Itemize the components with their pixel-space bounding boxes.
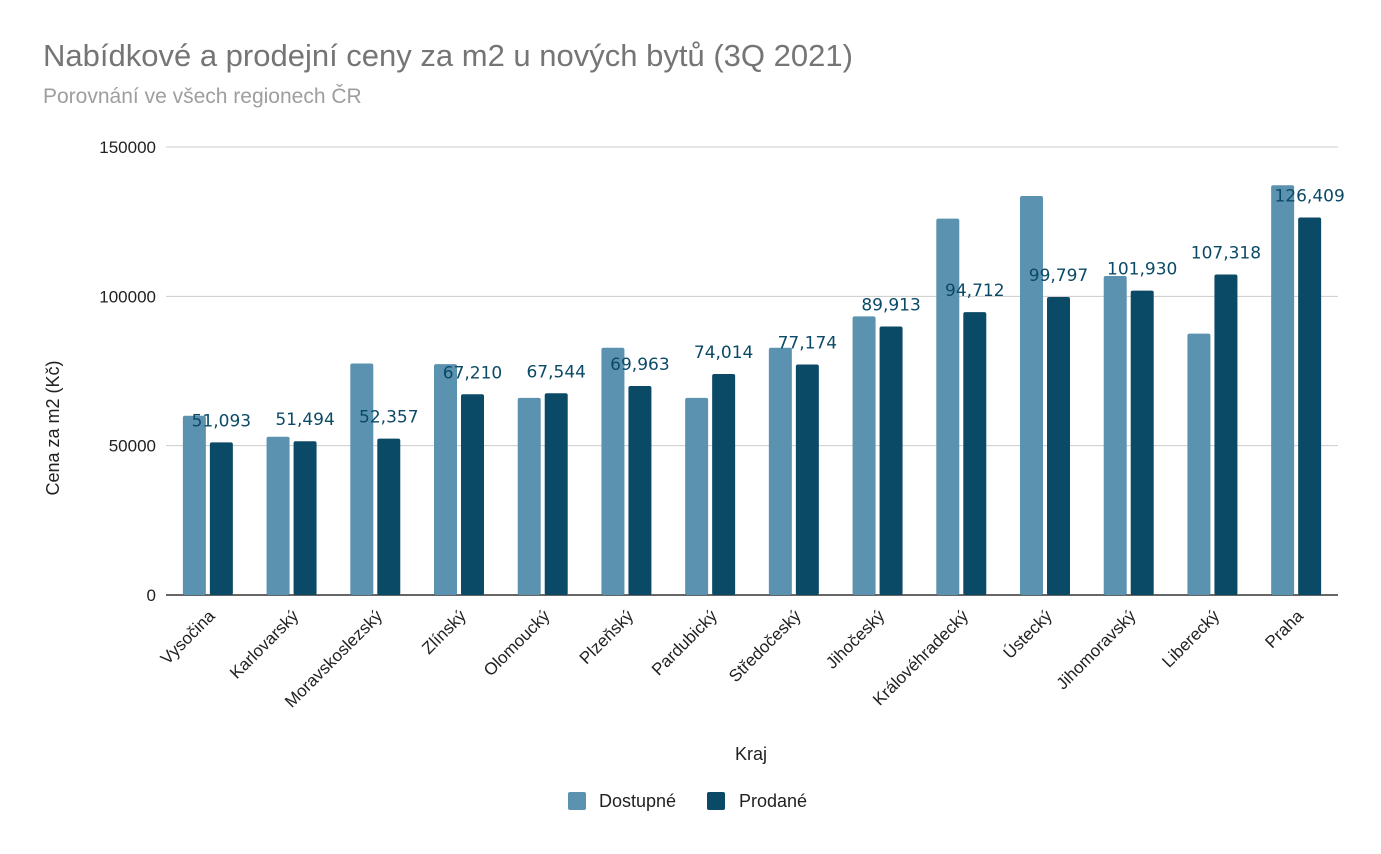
data-label: 74,014: [694, 343, 753, 363]
bar-dostupne: [266, 436, 290, 595]
data-label: 67,210: [443, 363, 502, 383]
legend-label-prodane: Prodané: [739, 791, 807, 811]
bar-dostupne: [1187, 333, 1211, 595]
x-tick-label: Zlínský: [418, 606, 470, 658]
bar-prodane: [209, 442, 233, 595]
bar-dostupne: [350, 363, 374, 595]
data-label: 94,712: [945, 281, 1004, 301]
x-tick-label: Ústecký: [1000, 606, 1057, 663]
data-label: 51,093: [192, 411, 251, 431]
chart-title: Nabídkové a prodejní ceny za m2 u nových…: [43, 38, 853, 73]
data-label: 51,494: [275, 410, 334, 430]
legend-label-dostupne: Dostupné: [599, 791, 676, 811]
x-tick-label: Jihočeský: [822, 606, 889, 673]
bar-prodane: [377, 438, 401, 595]
bar-dostupne: [936, 218, 960, 595]
x-tick-label: Vysočina: [157, 606, 219, 668]
y-tick-label: 100000: [99, 287, 156, 306]
bar-prodane: [293, 441, 317, 595]
x-tick-label: Olomoucký: [480, 606, 554, 680]
y-axis-title: Cena za m2 (Kč): [43, 360, 63, 495]
bar-dostupne: [601, 347, 625, 595]
x-tick-label: Liberecký: [1158, 606, 1223, 671]
bar-dostupne: [852, 316, 876, 595]
data-label: 67,544: [526, 362, 585, 382]
data-label: 69,963: [610, 355, 669, 375]
data-label: 99,797: [1029, 266, 1088, 286]
bar-prodane: [461, 394, 484, 595]
data-label: 89,913: [861, 295, 920, 315]
bar-prodane: [544, 393, 568, 595]
bar-dostupne: [1103, 276, 1127, 595]
data-labels: 51,093 51,494 52,357 67,210 67,544 69,963 74,0…: [192, 186, 1345, 431]
x-tick-label: Pardubický: [648, 606, 721, 679]
bar-dostupne: [434, 364, 457, 595]
bar-dostupne: [768, 347, 792, 595]
data-label: 77,174: [778, 334, 837, 354]
bar-prodane: [963, 312, 987, 595]
data-label: 126,409: [1274, 186, 1344, 206]
bar-prodane: [795, 364, 819, 595]
x-axis-title: Kraj: [735, 744, 767, 764]
x-tick-label: Jihomoravský: [1053, 606, 1140, 693]
legend: Dostupné Prodané: [568, 791, 807, 811]
bar-prodane: [879, 326, 903, 595]
data-label: 52,357: [359, 408, 418, 428]
y-axis-ticks: 0 50000 100000 150000: [99, 138, 156, 605]
bar-dostupne: [685, 397, 709, 595]
legend-swatch-dostupne: [568, 792, 586, 810]
bar-dostupne: [1020, 195, 1043, 596]
bar-dostupne: [182, 415, 206, 595]
grid-lines: [166, 146, 1338, 596]
bar-prodane: [628, 386, 652, 595]
bar-prodane: [1298, 217, 1322, 596]
x-tick-label: Praha: [1261, 606, 1307, 652]
bar-prodane: [1130, 290, 1154, 595]
bar-prodane: [1214, 274, 1238, 595]
x-tick-label: Středočeský: [725, 606, 805, 686]
bar-dostupne: [517, 397, 541, 595]
bar-prodane: [712, 373, 736, 595]
bar-prodane: [1047, 296, 1070, 595]
y-tick-label: 0: [147, 586, 156, 605]
data-label: 101,930: [1107, 260, 1177, 280]
data-label: 107,318: [1191, 243, 1261, 263]
x-tick-label: Karlovarský: [226, 606, 303, 683]
x-tick-label: Plzeňský: [576, 606, 638, 668]
chart-subtitle: Porovnání ve všech regionech ČR: [43, 85, 362, 108]
y-tick-label: 150000: [99, 138, 156, 157]
bars: [182, 185, 1322, 596]
bar-dostupne: [1271, 185, 1295, 595]
legend-swatch-prodane: [707, 792, 725, 810]
y-tick-label: 50000: [109, 437, 156, 456]
